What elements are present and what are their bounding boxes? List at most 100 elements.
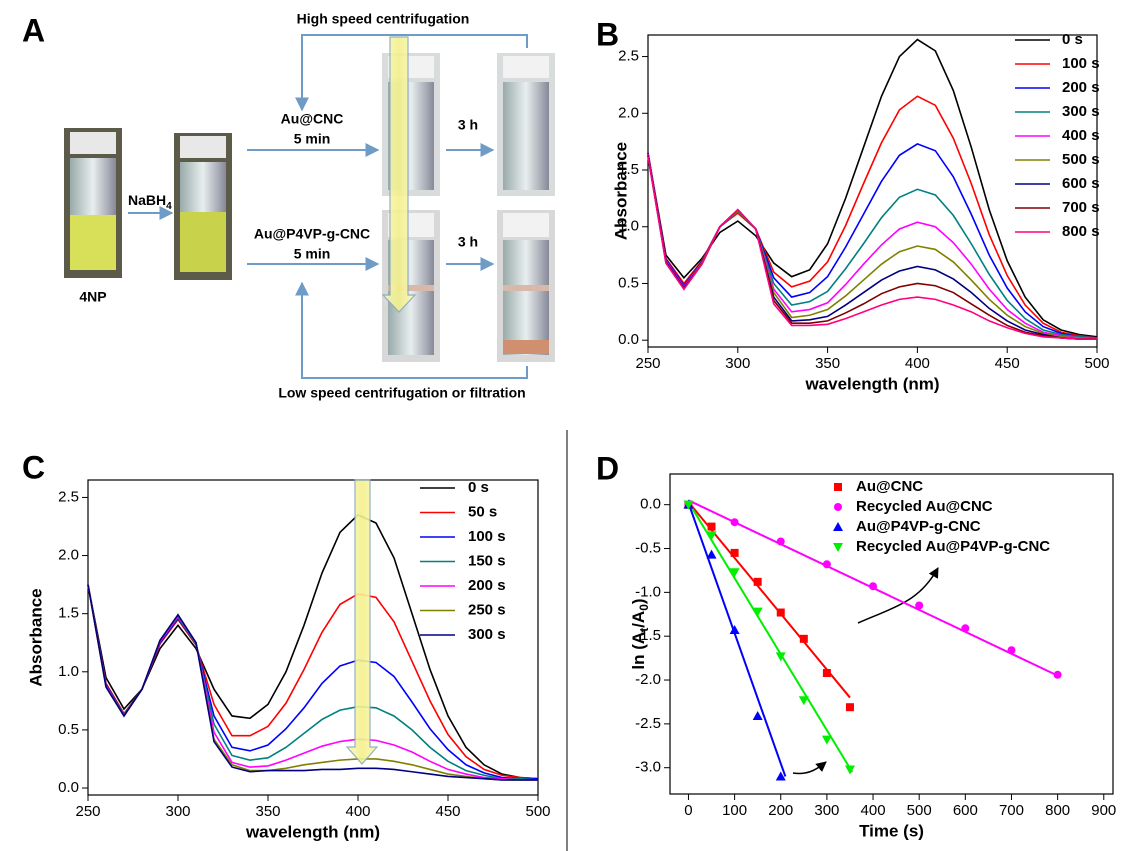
marker — [775, 771, 786, 781]
marker — [752, 710, 763, 720]
spectrum-line — [647, 156, 1097, 340]
legend-label: Recycled Au@CNC — [856, 498, 993, 515]
legend-label: Au@CNC — [856, 478, 923, 495]
x-tick-label: 300 — [725, 355, 750, 372]
x-tick-label: 400 — [905, 355, 930, 372]
x-axis-label: wavelength (nm) — [245, 822, 380, 841]
legend-label: 100 s — [1062, 55, 1100, 72]
scheme-label: NaBH — [128, 192, 166, 208]
subscript: t — [637, 628, 651, 632]
x-axis-label: Time (s) — [859, 821, 924, 840]
annotation-arrow — [792, 761, 827, 775]
x-tick-label: 400 — [861, 802, 886, 819]
x-tick-label: 100 — [722, 802, 747, 819]
arrow — [295, 34, 528, 112]
y-tick-label: -1.0 — [635, 583, 661, 600]
y-tick-label: -2.0 — [635, 671, 661, 688]
vial — [64, 128, 122, 278]
marker — [753, 577, 762, 586]
fit-line — [687, 501, 851, 699]
scheme-label: 3 h — [458, 234, 478, 250]
marker — [776, 608, 785, 617]
marker — [729, 568, 740, 578]
y-tick-label: 1.5 — [618, 161, 639, 178]
x-tick-label: 600 — [953, 802, 978, 819]
spectrum-line — [647, 38, 1098, 338]
marker — [869, 582, 878, 591]
legend-label: 0 s — [1062, 31, 1083, 48]
marker — [775, 652, 786, 662]
scheme-label: NaBH4 — [128, 192, 172, 212]
y-tick-label: 2.5 — [58, 488, 79, 505]
legend-label: 600 s — [1062, 175, 1100, 192]
marker — [1007, 646, 1016, 655]
y-axis-label: ln (At/A0) — [629, 598, 651, 669]
spectrum-line — [647, 153, 1098, 340]
scheme-label: 5 min — [294, 246, 331, 262]
vial — [497, 53, 555, 196]
scheme-label: High speed centrifugation — [297, 11, 470, 27]
scheme-label: Au@CNC — [281, 111, 344, 127]
y-tick-label: -1.5 — [635, 627, 661, 644]
x-tick-label: 300 — [814, 802, 839, 819]
y-axis-label: Absorbance — [611, 142, 630, 240]
legend-label: 800 s — [1062, 223, 1100, 240]
panel-label: A — [22, 12, 45, 48]
plot-frame — [647, 34, 1098, 348]
y-axis-label: Absorbance — [26, 588, 45, 686]
marker — [706, 531, 717, 541]
y-tick-label: 2.5 — [618, 48, 639, 65]
fit-line — [687, 501, 854, 773]
x-tick-label: 450 — [995, 355, 1020, 372]
legend-label: 500 s — [1062, 151, 1100, 168]
y-tick-label: 1.0 — [58, 663, 79, 680]
x-tick-label: 450 — [435, 803, 460, 820]
y-tick-label: 1.5 — [58, 605, 79, 622]
legend-marker — [833, 522, 843, 531]
legend-label: 150 s — [468, 552, 506, 569]
scheme-label: 5 min — [294, 131, 331, 147]
marker — [730, 518, 739, 527]
x-tick-label: 500 — [907, 802, 932, 819]
marker — [798, 696, 809, 706]
marker — [776, 537, 785, 546]
y-tick-label: 0.0 — [640, 496, 661, 513]
marker — [821, 735, 832, 745]
panel-label: C — [22, 449, 45, 485]
legend-label: Au@P4VP-g-CNC — [856, 518, 981, 535]
spectrum-line — [647, 155, 1097, 340]
subscript: 0 — [637, 604, 651, 611]
legend-label: 250 s — [468, 601, 506, 618]
y-tick-label: 0.5 — [58, 721, 79, 738]
marker — [822, 669, 831, 678]
y-tick-label: 1.0 — [618, 218, 639, 235]
y-tick-label: 2.0 — [618, 104, 639, 121]
marker — [730, 548, 739, 557]
y-tick-label: 0.5 — [618, 274, 639, 291]
legend-label: 300 s — [468, 626, 506, 643]
legend-label: 200 s — [1062, 79, 1100, 96]
arrow — [295, 281, 528, 379]
legend-label: Recycled Au@P4VP-g-CNC — [856, 538, 1050, 555]
trend-arrow — [345, 479, 379, 765]
scheme: A High speed centrifugation Au@CNC 5 min… — [22, 11, 555, 401]
spectrum-line — [87, 584, 538, 781]
legend-marker — [834, 483, 842, 491]
scheme-label: Low speed centrifugation or filtration — [278, 385, 525, 401]
scheme-label: 3 h — [458, 117, 478, 133]
x-tick-label: 900 — [1091, 802, 1116, 819]
y-tick-label: 0.0 — [58, 779, 79, 796]
x-tick-label: 700 — [999, 802, 1024, 819]
x-tick-label: 300 — [165, 803, 190, 820]
x-tick-label: 250 — [635, 355, 660, 372]
x-tick-label: 350 — [815, 355, 840, 372]
vial — [497, 210, 555, 362]
y-tick-label: -3.0 — [635, 759, 661, 776]
y-tick-label: 0.0 — [618, 331, 639, 348]
spectrum-line — [647, 155, 1098, 340]
scheme-label: 4NP — [79, 289, 106, 305]
legend-label: 200 s — [468, 577, 506, 594]
marker — [915, 601, 924, 610]
legend-marker — [834, 503, 842, 511]
